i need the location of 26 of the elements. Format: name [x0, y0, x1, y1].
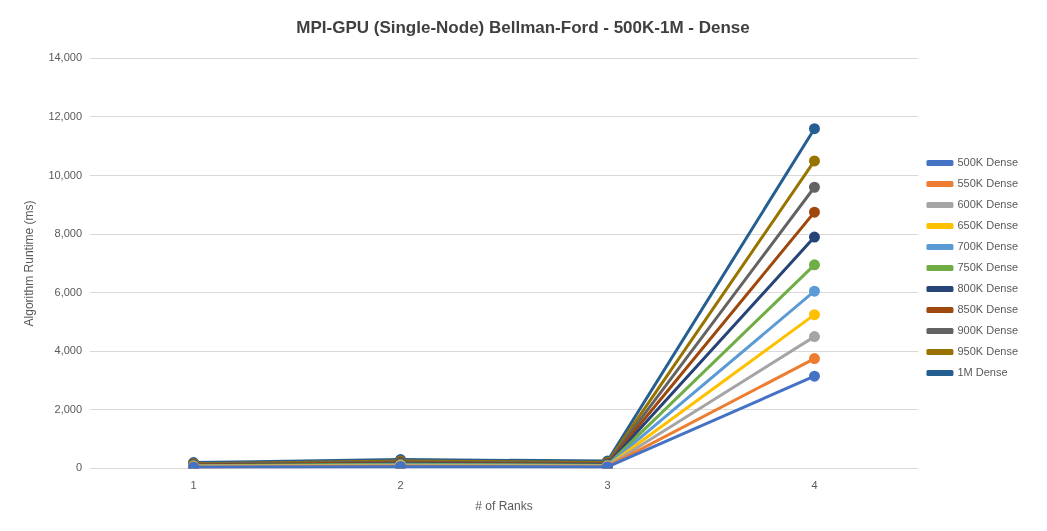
y-tick-label: 6,000 [54, 285, 83, 298]
y-axis-title: Algorithm Runtime (ms) [21, 200, 36, 327]
x-tick-label: 4 [811, 479, 818, 492]
x-axis-title: # of Ranks [475, 499, 533, 514]
legend-label: 750K Dense [957, 261, 1018, 274]
chart-title: MPI-GPU (Single-Node) Bellman-Ford - 500K-1M - Dense [296, 17, 750, 37]
y-tick-label: 4,000 [54, 344, 83, 357]
x-tick-label: 3 [604, 479, 611, 492]
legend-label: 550K Dense [957, 177, 1018, 190]
legend-label: 1M Dense [957, 366, 1008, 379]
y-tick-label: 2,000 [54, 402, 83, 415]
legend-label: 700K Dense [957, 240, 1018, 253]
legend-label: 950K Dense [957, 345, 1018, 358]
legend-label: 600K Dense [957, 198, 1018, 211]
legend-label: 900K Dense [957, 324, 1018, 337]
y-tick-label: 8,000 [54, 227, 83, 240]
legend-label: 850K Dense [957, 303, 1018, 316]
legend-label: 650K Dense [957, 219, 1018, 232]
legend-label: 500K Dense [957, 156, 1018, 169]
legend-label: 800K Dense [957, 282, 1018, 295]
y-tick-label: 10,000 [48, 168, 83, 181]
x-tick-label: 2 [397, 479, 404, 492]
y-tick-label: 12,000 [48, 110, 83, 122]
y-tick-label: 0 [75, 461, 83, 474]
y-tick-label: 14,000 [48, 51, 83, 64]
x-tick-label: 1 [190, 479, 197, 492]
